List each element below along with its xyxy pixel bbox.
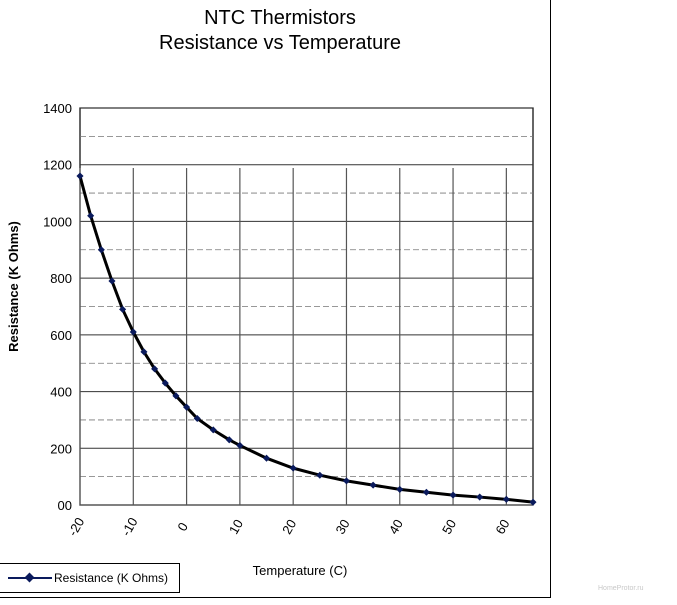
x-tick-label: -20 [65, 515, 87, 539]
watermark-text: HomeProtor.ru [598, 585, 644, 592]
y-tick-label: 00 [58, 498, 72, 513]
data-point [129, 328, 137, 336]
data-point [342, 477, 351, 485]
data-point [476, 493, 484, 501]
data-point [87, 212, 95, 220]
data-point [289, 464, 297, 472]
data-point [140, 348, 148, 356]
data-point [97, 246, 105, 254]
data-point [449, 491, 457, 499]
chart-title: NTC Thermistors Resistance vs Temperatur… [159, 7, 401, 54]
data-point [316, 471, 324, 479]
x-tick-label: 30 [332, 517, 352, 537]
chart-frame [0, 0, 551, 598]
data-point [236, 441, 244, 449]
data-point [161, 379, 169, 387]
data-point [369, 481, 377, 489]
x-tick-label: -10 [118, 515, 140, 539]
y-tick-label: 1000 [43, 214, 72, 229]
y-tick-label: 600 [50, 328, 72, 343]
y-tick-label: 400 [50, 385, 72, 400]
y-tick-label: 200 [50, 441, 72, 456]
x-tick-label: 20 [279, 517, 299, 537]
chart-legend: Resistance (K Ohms) [0, 563, 180, 593]
data-point [119, 305, 127, 313]
series-line [78, 175, 534, 504]
y-tick-label: 1400 [43, 101, 72, 116]
data-point [108, 277, 116, 285]
data-point [76, 172, 84, 180]
data-point [262, 454, 271, 462]
legend-series-label: Resistance (K Ohms) [54, 571, 169, 585]
x-axis-title: Temperature (C) [253, 563, 348, 578]
data-point [172, 392, 180, 400]
chart-plot: 00 200 400 600 800 1000 1200 1400 -20 -10 0 10 20 30 4… [6, 101, 537, 578]
data-point [502, 495, 510, 503]
x-tick-label: 60 [492, 517, 512, 537]
legend-series-marker [8, 572, 52, 584]
y-tick-label: 1200 [43, 158, 72, 173]
y-tick-label: 800 [50, 271, 72, 286]
data-point [396, 485, 404, 493]
x-tick-label: 50 [439, 517, 459, 537]
x-tick-label: 40 [386, 517, 406, 537]
data-point [151, 365, 159, 373]
data-point [529, 498, 537, 506]
data-point [209, 426, 217, 434]
x-tick-label: 10 [226, 517, 246, 537]
x-tick-label: 0 [174, 520, 191, 534]
data-point [225, 436, 233, 444]
data-point [422, 488, 430, 496]
data-point [193, 414, 201, 423]
y-axis-title: Resistance (K Ohms) [6, 221, 21, 352]
data-point [183, 403, 191, 411]
